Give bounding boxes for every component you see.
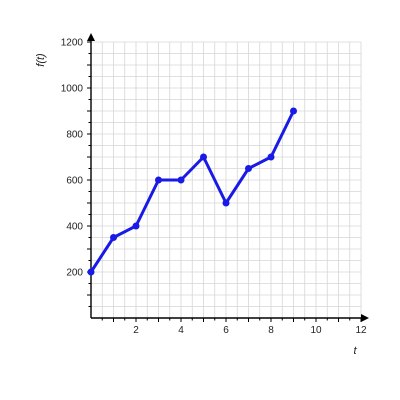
y-tick-label: 200 [66,268,83,279]
y-tick-label: 600 [66,176,83,187]
y-axis-label: f(t) [35,53,47,67]
x-tick-label: 6 [223,325,229,336]
series-line [89,109,295,274]
data-point [200,153,207,161]
x-tick-label: 4 [178,325,184,336]
data-point [177,176,185,184]
data-point [87,268,95,276]
x-tick-label: 8 [268,325,274,336]
x-tick-label: 10 [310,325,322,336]
y-axis-arrow-icon [87,33,95,41]
y-tick-label: 1000 [61,84,84,95]
data-point [222,199,230,207]
data-point [155,176,162,184]
y-tick-label: 400 [66,222,83,233]
ticks: 2 4 6 8 10 12 200 400 600 800 1000 1200 [61,38,367,337]
data-point [110,234,117,241]
series [87,107,297,276]
grid [91,41,362,318]
x-axis-arrow-icon [361,314,369,322]
y-tick-label: 1200 [61,38,84,49]
data-point [290,107,297,115]
data-point [267,153,275,161]
x-axis-label: t [353,345,357,357]
y-tick-label: 800 [66,130,83,141]
x-tick-label: 2 [133,325,139,336]
data-point [132,222,140,230]
data-point [245,165,252,172]
x-tick-label: 12 [355,325,367,336]
